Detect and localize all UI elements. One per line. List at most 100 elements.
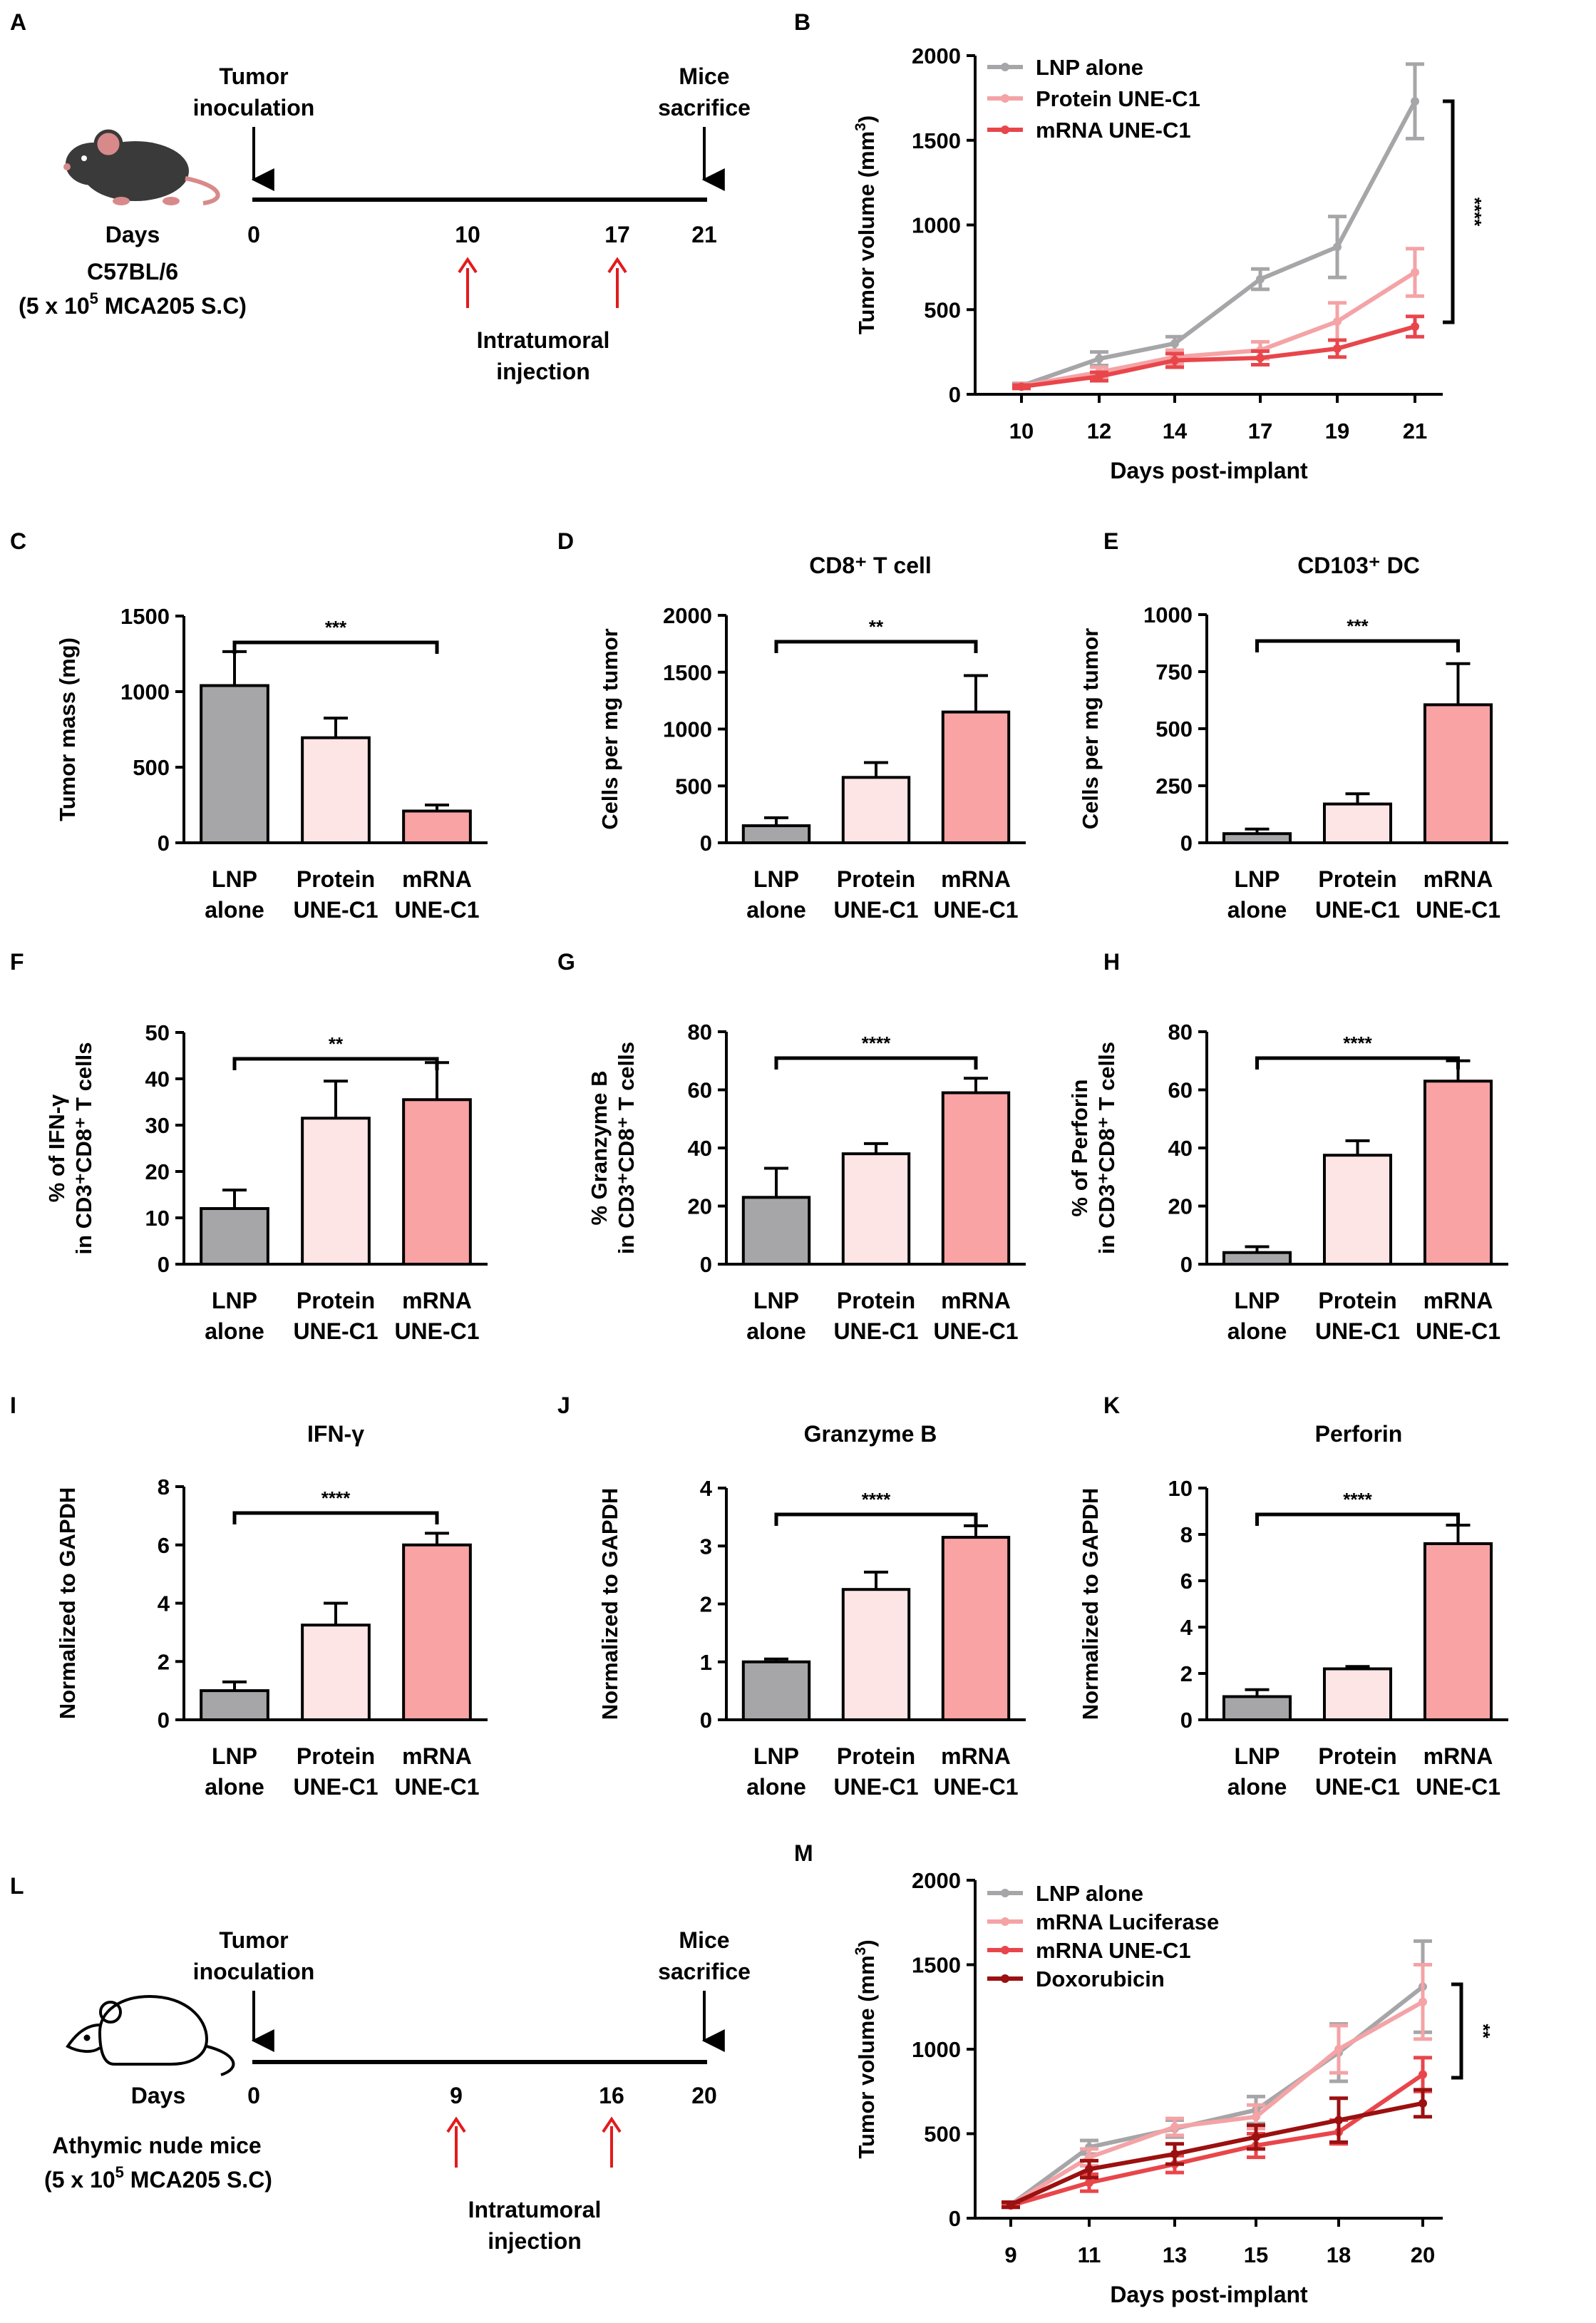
x-tick-label-line1: Protein — [837, 1743, 915, 1769]
data-point — [1095, 354, 1103, 364]
data-point — [1333, 242, 1342, 252]
strain-label: C57BL/6 — [87, 259, 178, 284]
y-tick-label: 1000 — [120, 680, 170, 704]
chart-k: K Perforin 0 2 4 6 8 10 Normalized to GAPDH LNP al… — [1078, 1393, 1508, 1800]
significance-label: ** — [329, 1033, 344, 1055]
y-tick-label: 40 — [145, 1067, 170, 1092]
significance-label: **** — [862, 1489, 891, 1510]
data-point — [1085, 2178, 1093, 2188]
x-tick-label-line1: mRNA — [402, 1288, 472, 1313]
y-tick-label: 500 — [1155, 717, 1193, 742]
bar-2 — [841, 776, 911, 844]
x-tick-label-line2: UNE-C1 — [293, 1318, 378, 1344]
end-label-line2: sacrifice — [658, 95, 751, 120]
x-axis-label: Days post-implant — [1110, 2282, 1308, 2307]
x-tick-label-line1: LNP — [1235, 866, 1280, 892]
significance-label: ** — [1473, 2024, 1494, 2039]
day-injection-2: 17 — [604, 222, 630, 247]
y-axis-label-line1: % of Perforin — [1067, 1080, 1092, 1217]
y-tick-label: 0 — [1180, 1252, 1193, 1277]
x-tick-label-line2: alone — [205, 1774, 264, 1800]
x-tick-label: 9 — [1004, 2242, 1016, 2267]
bar-1 — [741, 1660, 811, 1721]
significance-label: **** — [1343, 1032, 1372, 1054]
injection-arrow-2 — [607, 257, 627, 308]
series-mrna-luciferase — [1002, 1963, 1432, 2210]
legend-label: mRNA UNE-C1 — [1036, 118, 1191, 143]
data-point — [1411, 97, 1419, 106]
x-tick-label-line2: alone — [205, 897, 264, 923]
x-tick-label-line1: mRNA — [1423, 866, 1493, 892]
panel-letter-f: F — [10, 949, 24, 975]
data-point — [1170, 2149, 1179, 2158]
x-tick-label-line1: mRNA — [1423, 1288, 1493, 1313]
y-tick-label: 80 — [688, 1020, 712, 1045]
injection-arrow-1 — [458, 257, 478, 308]
bar-1 — [1222, 1695, 1292, 1721]
nude-mouse-icon — [66, 1994, 235, 2076]
significance-label: **** — [1343, 1489, 1372, 1510]
y-tick-label: 1500 — [912, 128, 961, 153]
x-tick-label: 18 — [1327, 2242, 1351, 2267]
chart-title: Granzyme B — [804, 1421, 937, 1447]
y-tick-label: 500 — [133, 755, 170, 780]
legend-marker — [1001, 1917, 1009, 1926]
y-axis-label: Cells per mg tumor — [1078, 628, 1103, 830]
data-point — [1256, 275, 1265, 284]
y-tick-label: 1000 — [663, 717, 712, 742]
legend-label: mRNA UNE-C1 — [1036, 1938, 1191, 1963]
x-tick-label-line1: Protein — [1318, 1288, 1396, 1313]
x-tick-label-line2: UNE-C1 — [933, 1774, 1018, 1800]
x-tick-label-line1: LNP — [753, 866, 799, 892]
y-tick-label: 2000 — [912, 1868, 961, 1893]
x-tick-label-line2: UNE-C1 — [394, 1318, 479, 1344]
x-tick-label-line2: UNE-C1 — [1315, 1774, 1400, 1800]
x-tick-label-line2: alone — [1227, 1774, 1287, 1800]
bar-2 — [301, 1117, 371, 1266]
data-point — [1252, 2112, 1260, 2121]
x-tick-label-line1: mRNA — [402, 866, 472, 892]
chart-b: B 0 500 1000 1500 2000 10 12 14 17 19 21 Days post-i… — [794, 9, 1486, 483]
significance-label: **** — [1464, 198, 1486, 227]
x-tick-label: 12 — [1087, 419, 1111, 443]
x-tick-label-line1: LNP — [1235, 1743, 1280, 1769]
injection-label-line1: Intratumoral — [468, 2197, 602, 2222]
days-label: Days — [131, 2083, 186, 2108]
x-tick-label-line1: mRNA — [1423, 1743, 1493, 1769]
data-point — [1419, 1997, 1427, 2006]
x-tick-label-line1: LNP — [212, 1743, 257, 1769]
y-tick-label: 1500 — [120, 604, 170, 629]
series-line — [1021, 270, 1416, 389]
data-point — [1170, 2123, 1179, 2132]
bar-1 — [200, 1689, 269, 1721]
x-tick-label-line2: alone — [1227, 897, 1287, 923]
data-point — [1419, 2098, 1427, 2108]
x-tick-label-line1: Protein — [1318, 866, 1396, 892]
chart-i: I IFN-γ 0 2 4 6 8 Normalized to GAPDH LNP alone Pr… — [10, 1393, 488, 1800]
data-point — [1334, 2116, 1343, 2125]
x-tick-label-line2: UNE-C1 — [293, 897, 378, 923]
panel-letter-c: C — [10, 528, 26, 554]
significance-bracket — [232, 1511, 439, 1524]
x-tick-label-line2: UNE-C1 — [833, 897, 918, 923]
y-tick-label: 0 — [949, 382, 961, 407]
x-tick-label-line2: UNE-C1 — [1315, 897, 1400, 923]
day-end: 21 — [691, 222, 717, 247]
panel-letter-j: J — [557, 1393, 570, 1418]
end-label-line1: Mice — [679, 63, 729, 89]
x-tick-label: 17 — [1248, 419, 1272, 443]
chart-title: CD8⁺ T cell — [809, 553, 932, 578]
significance-bracket — [232, 640, 439, 654]
chart-title: IFN-γ — [307, 1421, 364, 1447]
x-tick-label: 13 — [1163, 2242, 1187, 2267]
bar-1 — [200, 684, 269, 845]
y-tick-label: 40 — [1168, 1136, 1193, 1161]
end-label-line1: Mice — [679, 1927, 729, 1953]
data-point — [1085, 2165, 1093, 2174]
start-label-line2: inoculation — [193, 1959, 315, 1984]
days-label: Days — [105, 222, 160, 247]
day-injection-2: 16 — [599, 2083, 624, 2108]
x-tick-label-line1: LNP — [753, 1288, 799, 1313]
y-tick-label: 40 — [688, 1136, 712, 1161]
